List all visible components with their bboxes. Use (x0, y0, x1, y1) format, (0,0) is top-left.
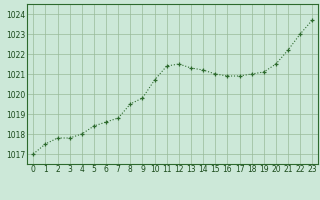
Text: Graphe pression niveau de la mer (hPa): Graphe pression niveau de la mer (hPa) (48, 184, 272, 194)
